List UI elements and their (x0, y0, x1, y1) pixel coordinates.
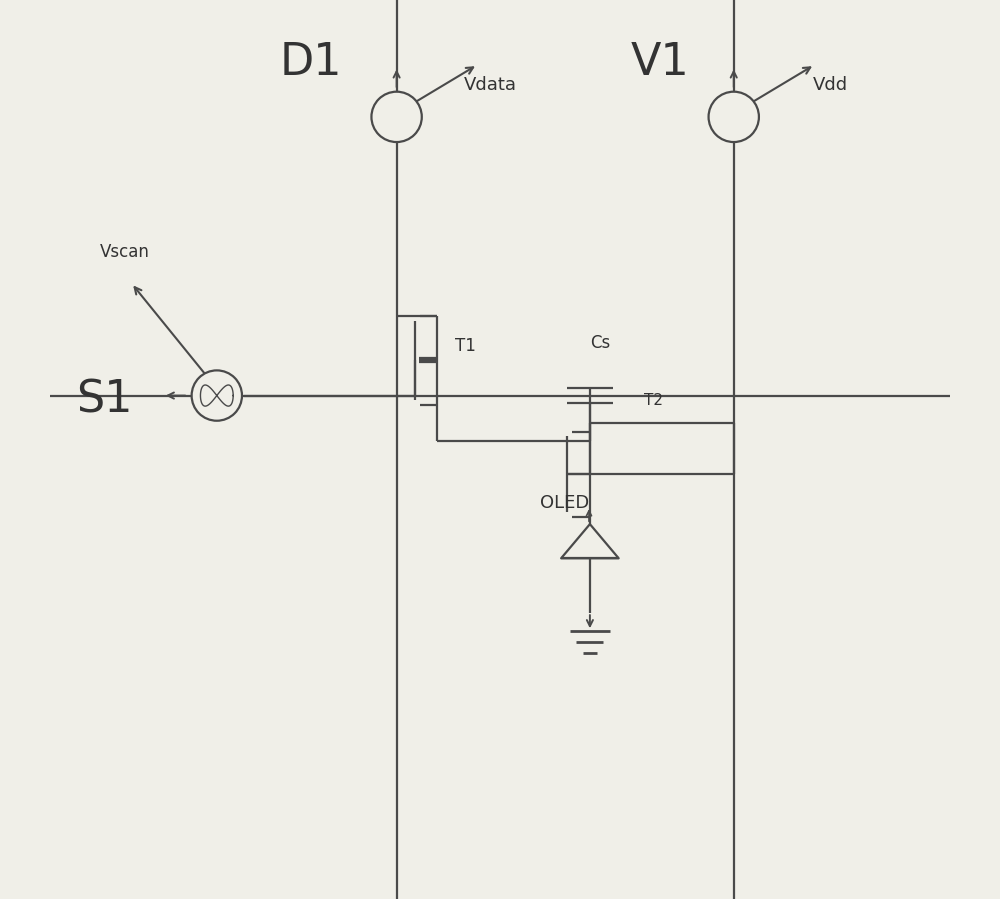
Text: T2: T2 (644, 393, 663, 407)
Circle shape (192, 370, 242, 421)
Text: Vdata: Vdata (464, 76, 517, 94)
Circle shape (709, 92, 759, 142)
Text: T1: T1 (455, 337, 476, 355)
Text: OLED: OLED (540, 494, 590, 512)
Text: Cs: Cs (590, 334, 610, 352)
Text: Vdd: Vdd (813, 76, 848, 94)
Text: V1: V1 (630, 41, 689, 85)
Text: Vscan: Vscan (100, 243, 150, 261)
Text: S1: S1 (76, 378, 132, 422)
Text: D1: D1 (280, 41, 342, 85)
Circle shape (371, 92, 422, 142)
